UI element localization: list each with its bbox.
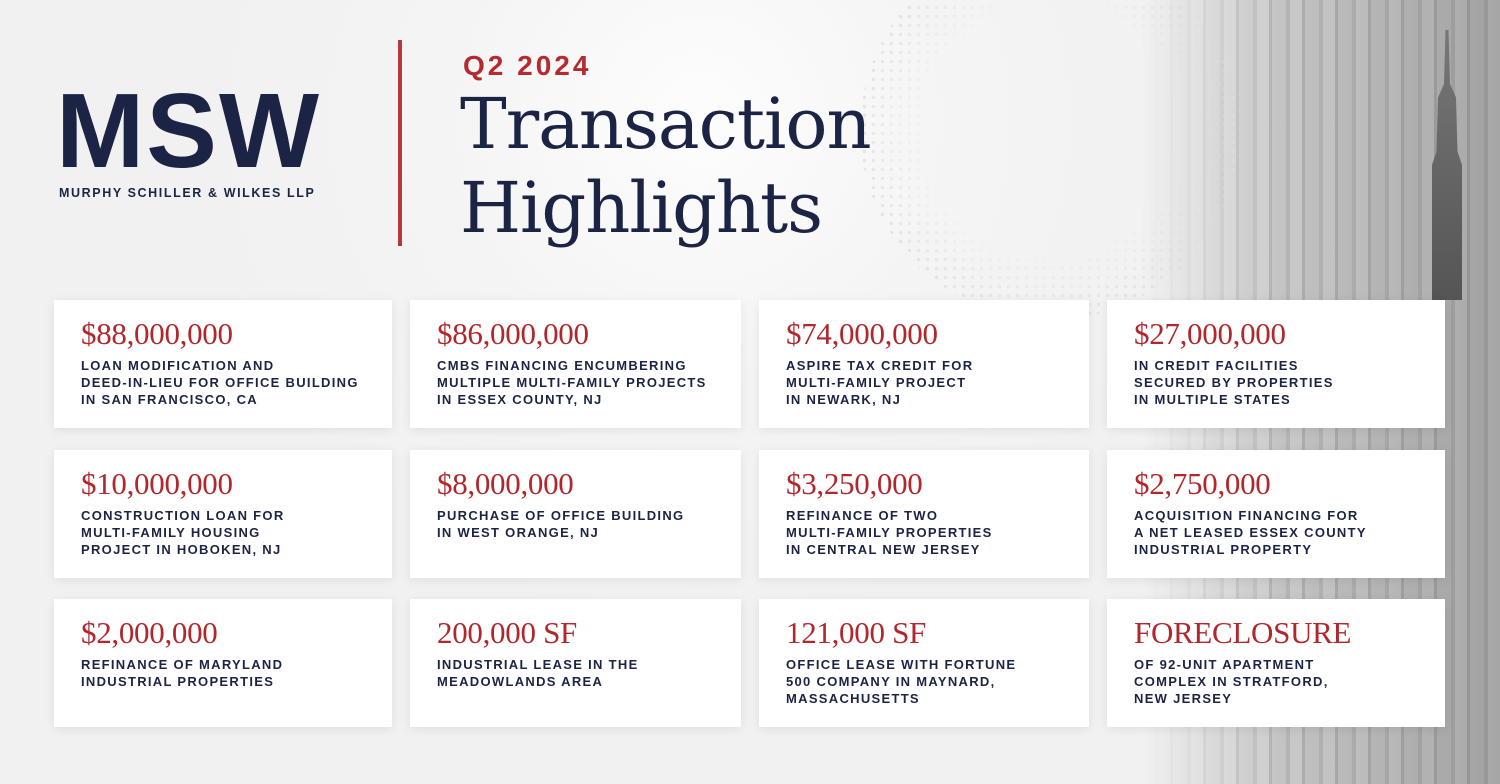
transaction-card: 121,000 SF OFFICE LEASE WITH FORTUNE 500 … bbox=[759, 599, 1089, 727]
transaction-description: PURCHASE OF OFFICE BUILDING IN WEST ORAN… bbox=[437, 508, 685, 540]
transaction-amount: $27,000,000 bbox=[1134, 316, 1286, 351]
transaction-card: FORECLOSURE OF 92-UNIT APARTMENT COMPLEX … bbox=[1107, 599, 1445, 727]
transaction-description: ASPIRE TAX CREDIT FOR MULTI-FAMILY PROJE… bbox=[786, 358, 974, 407]
transaction-amount: $2,000,000 bbox=[81, 615, 218, 650]
transaction-amount: $88,000,000 bbox=[81, 316, 233, 351]
transaction-amount: 121,000 SF bbox=[786, 615, 926, 650]
transaction-description: OFFICE LEASE WITH FORTUNE 500 COMPANY IN… bbox=[786, 657, 1017, 706]
transaction-card: $3,250,000 REFINANCE OF TWO MULTI-FAMILY … bbox=[759, 450, 1089, 578]
transaction-amount: $74,000,000 bbox=[786, 316, 938, 351]
firm-name: MURPHY SCHILLER & WILKES LLP bbox=[59, 186, 316, 200]
title-line-2: Highlights bbox=[460, 167, 823, 249]
title-line-1: Transaction bbox=[460, 83, 872, 165]
transaction-card: $2,000,000 REFINANCE OF MARYLAND INDUSTRI… bbox=[54, 599, 392, 727]
transaction-amount: $3,250,000 bbox=[786, 466, 923, 501]
transaction-card: $74,000,000 ASPIRE TAX CREDIT FOR MULTI-F… bbox=[759, 300, 1089, 428]
transaction-description: REFINANCE OF TWO MULTI-FAMILY PROPERTIES… bbox=[786, 508, 993, 557]
transaction-amount: $10,000,000 bbox=[81, 466, 233, 501]
transaction-card: $10,000,000 CONSTRUCTION LOAN FOR MULTI-F… bbox=[54, 450, 392, 578]
page-title: Transaction Highlights bbox=[460, 82, 872, 250]
transaction-card: $86,000,000 CMBS FINANCING ENCUMBERING MU… bbox=[410, 300, 741, 428]
transaction-card: $88,000,000 LOAN MODIFICATION AND DEED-IN… bbox=[54, 300, 392, 428]
transaction-amount: FORECLOSURE bbox=[1134, 615, 1352, 650]
transaction-description: CONSTRUCTION LOAN FOR MULTI-FAMILY HOUSI… bbox=[81, 508, 285, 557]
dot-pattern-decoration bbox=[860, 0, 1240, 320]
transaction-description: CMBS FINANCING ENCUMBERING MULTIPLE MULT… bbox=[437, 358, 707, 407]
transaction-description: IN CREDIT FACILITIES SECURED BY PROPERTI… bbox=[1134, 358, 1334, 407]
transaction-amount: $8,000,000 bbox=[437, 466, 574, 501]
transaction-description: REFINANCE OF MARYLAND INDUSTRIAL PROPERT… bbox=[81, 657, 284, 689]
logo: MSW bbox=[56, 72, 322, 190]
transaction-card: 200,000 SF INDUSTRIAL LEASE IN THE MEADOW… bbox=[410, 599, 741, 727]
transaction-amount: $86,000,000 bbox=[437, 316, 589, 351]
transaction-card: $2,750,000 ACQUISITION FINANCING FOR A NE… bbox=[1107, 450, 1445, 578]
divider bbox=[398, 40, 402, 246]
transaction-amount: $2,750,000 bbox=[1134, 466, 1271, 501]
transaction-card: $27,000,000 IN CREDIT FACILITIES SECURED … bbox=[1107, 300, 1445, 428]
transaction-description: ACQUISITION FINANCING FOR A NET LEASED E… bbox=[1134, 508, 1367, 557]
transaction-description: OF 92-UNIT APARTMENT COMPLEX IN STRATFOR… bbox=[1134, 657, 1329, 706]
transaction-description: LOAN MODIFICATION AND DEED-IN-LIEU FOR O… bbox=[81, 358, 359, 407]
transaction-description: INDUSTRIAL LEASE IN THE MEADOWLANDS AREA bbox=[437, 657, 639, 689]
transaction-amount: 200,000 SF bbox=[437, 615, 577, 650]
period-label: Q2 2024 bbox=[463, 50, 592, 81]
transaction-card: $8,000,000 PURCHASE OF OFFICE BUILDING IN… bbox=[410, 450, 741, 578]
